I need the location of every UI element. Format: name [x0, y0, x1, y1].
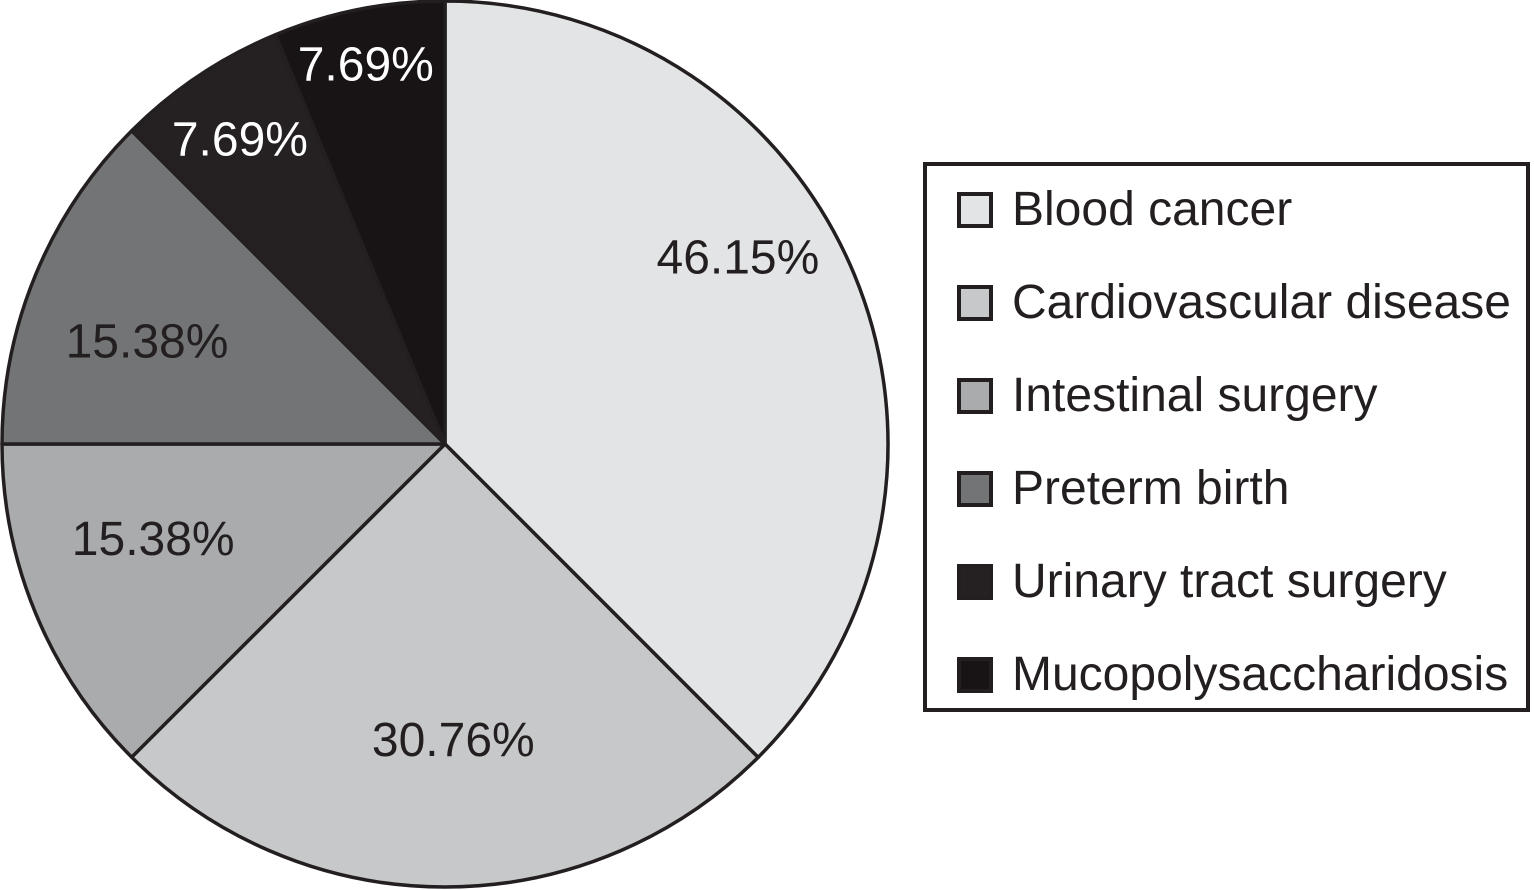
slice-percentage-label: 46.15%: [657, 232, 820, 285]
pie-slice: [129, 442, 760, 889]
legend-label: Intestinal surgery: [1012, 369, 1378, 422]
legend-label: Preterm birth: [1012, 462, 1290, 515]
legend-swatch: [957, 564, 993, 600]
legend-swatch: [957, 285, 993, 321]
pie-slice: [273, 0, 447, 446]
legend-item: Blood cancer: [957, 186, 1516, 234]
legend-swatch: [957, 471, 993, 507]
pie-slice: [0, 442, 447, 759]
legend: Blood cancer Cardiovascular disease Intest…: [923, 162, 1530, 712]
legend-item: Mucopolysaccharidosis: [957, 651, 1516, 699]
legend-label: Urinary tract surgery: [1012, 555, 1447, 608]
legend-item: Cardiovascular disease: [957, 279, 1516, 327]
legend-swatch: [957, 378, 993, 414]
slice-percentage-label: 30.76%: [372, 714, 535, 767]
legend-label: Blood cancer: [1012, 183, 1293, 236]
legend-item: Urinary tract surgery: [957, 558, 1516, 606]
slice-percentage-label: 15.38%: [66, 316, 229, 369]
slice-percentage-label: 7.69%: [298, 39, 434, 92]
pie-slice: [130, 32, 447, 446]
pie-slice: [0, 128, 447, 446]
slice-percentage-label: 15.38%: [72, 513, 235, 566]
legend-swatch: [957, 657, 993, 693]
legend-label: Mucopolysaccharidosis: [1012, 648, 1509, 701]
legend-item: Intestinal surgery: [957, 372, 1516, 420]
pie-slice: [443, 0, 890, 760]
slice-percentage-label: 7.69%: [172, 113, 308, 166]
legend-label: Cardiovascular disease: [1012, 276, 1511, 329]
pie-chart: 46.15% 30.76% 15.38% 15.38% 7.69% 7.69%: [0, 0, 890, 889]
legend-swatch: [957, 192, 993, 228]
legend-item: Preterm birth: [957, 465, 1516, 513]
